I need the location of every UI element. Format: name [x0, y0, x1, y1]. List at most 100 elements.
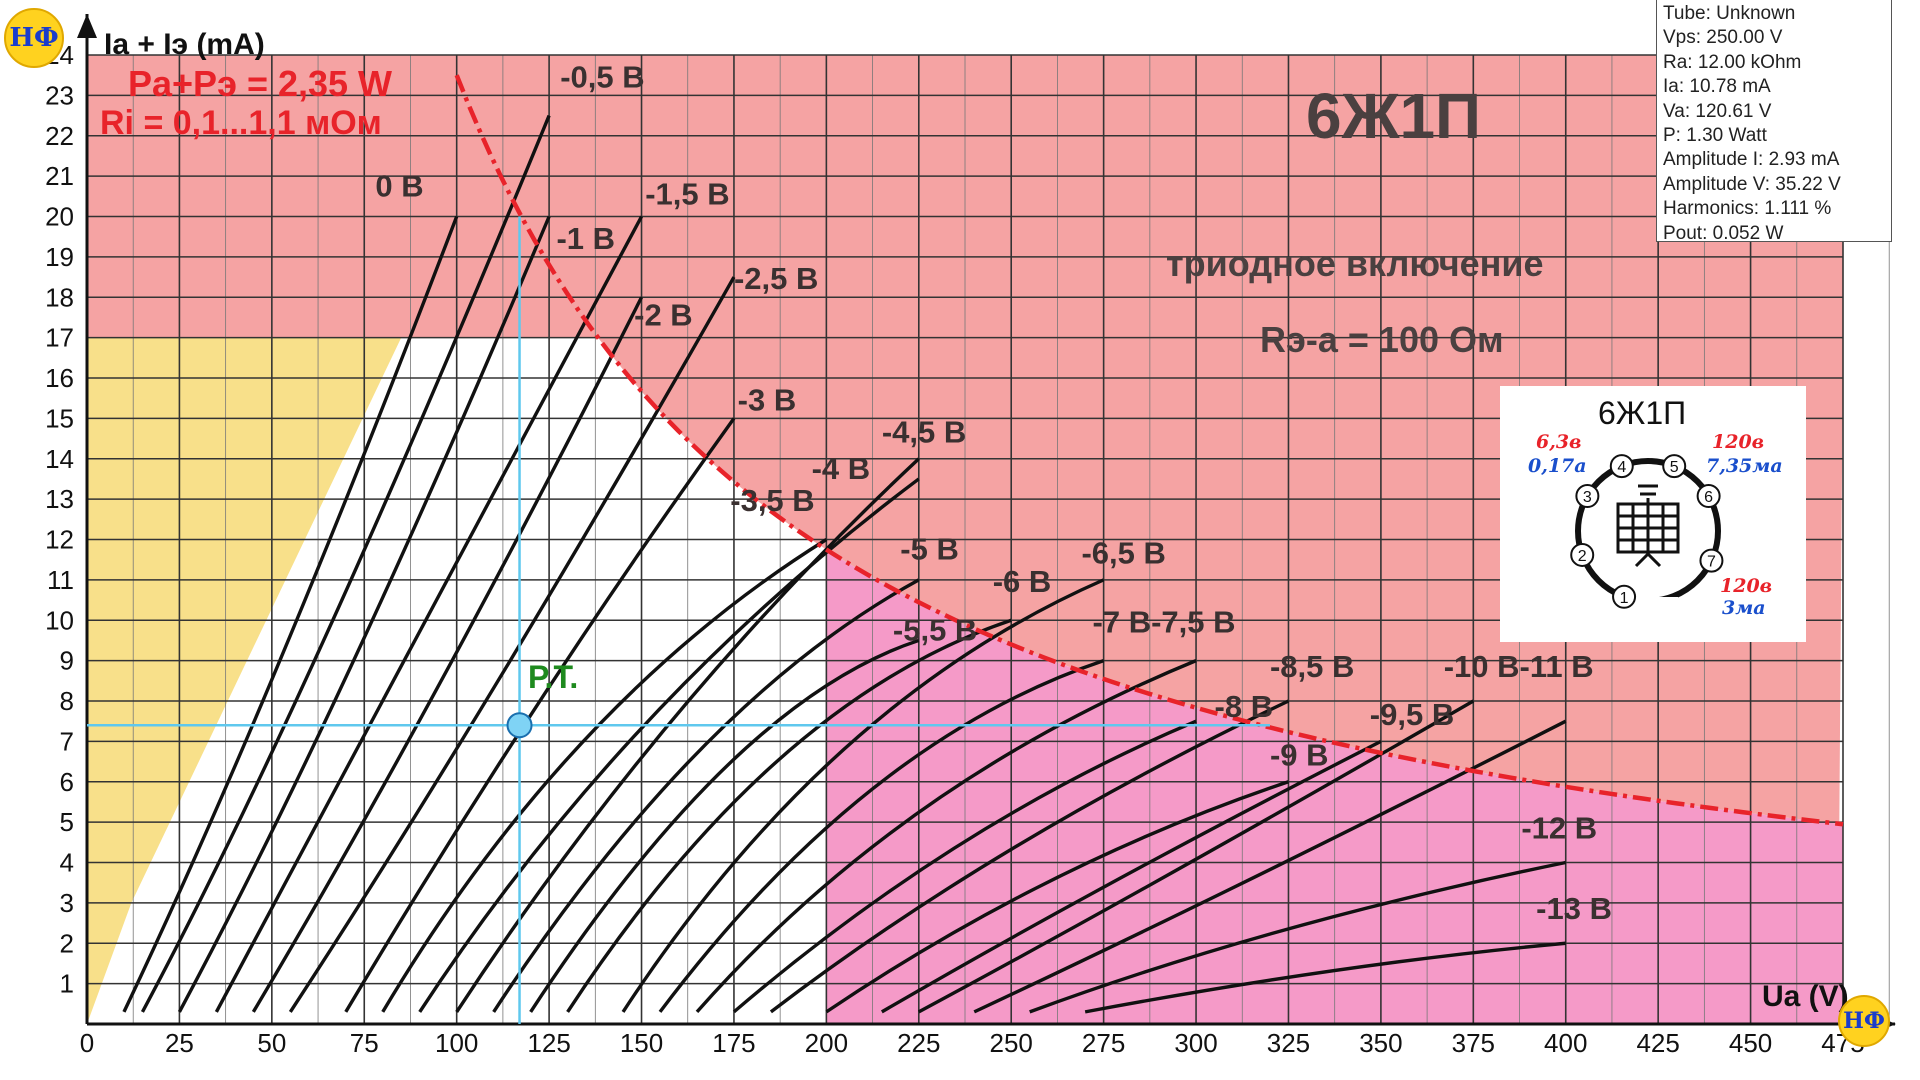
power-limit-curve [454, 74, 1844, 827]
ri-label: Ri = 0,1...1,1 мОм [100, 104, 382, 142]
x-tick-label: 75 [350, 1028, 379, 1058]
info-amplitude-v: Amplitude V: 35.22 V [1663, 173, 1841, 195]
curve-label: -5 В [900, 532, 959, 567]
curve-label: -9 В [1270, 738, 1329, 773]
x-tick-label: 125 [527, 1028, 570, 1058]
x-tick-label: 175 [712, 1028, 755, 1058]
pinout-title: 6Ж1П [1598, 395, 1686, 431]
logo-text: НФ [9, 23, 59, 53]
x-tick-label: 100 [435, 1028, 478, 1058]
tube-title: 6Ж1П [1306, 80, 1481, 152]
grid-curve [251, 296, 644, 1013]
nf-logo-top: НФ [4, 8, 64, 68]
curve-label: -9,5 В [1370, 697, 1454, 732]
grid-curve [177, 215, 551, 1013]
heater-current: 0,17а [1528, 455, 1587, 477]
y-tick-label: 9 [60, 646, 74, 676]
pin-label: 7 [1707, 554, 1716, 571]
y-tick-label: 17 [45, 323, 74, 353]
y-tick-label: 18 [45, 282, 74, 312]
y-axis-arrow [77, 14, 97, 38]
pin-markers: 1 2 3 4 5 6 7 [1570, 454, 1724, 609]
operating-point [87, 216, 1270, 1024]
tube-pinout-diagram: 6Ж1П 6,3в 0,17а 120в 7,35ма 120в 3ма 1 2 3… [1500, 386, 1806, 642]
pin-marker [1612, 584, 1637, 609]
info-harmonics: Harmonics: 1.111 % [1663, 198, 1832, 220]
y-tick-label: 4 [60, 848, 74, 878]
x-tick-label: 0 [80, 1028, 94, 1058]
x-tick-label: 350 [1359, 1028, 1402, 1058]
x-tick-label: 250 [990, 1028, 1033, 1058]
x-axis-label: Ua (V) [1762, 980, 1849, 1013]
grid-curve [455, 457, 920, 1013]
grid-curve [621, 578, 1105, 1013]
y-tick-label: 16 [45, 363, 74, 393]
curve-label: -1 В [556, 221, 615, 256]
curve-label: -4,5 В [882, 415, 966, 450]
pin-label: 2 [1578, 548, 1587, 565]
pin-marker [1609, 454, 1634, 479]
logo-text-bottom: НФ [1843, 1008, 1885, 1034]
power-label: Pa+Pэ = 2,35 W [128, 63, 392, 104]
grid-curve [214, 215, 644, 1013]
info-amplitude-i: Amplitude I: 2.93 mA [1663, 149, 1840, 171]
curve-label: -6 В [993, 564, 1052, 599]
info-power: P: 1.30 Watt [1663, 125, 1767, 147]
curve-label: -13 В [1536, 891, 1612, 926]
x-tick-label: 425 [1636, 1028, 1679, 1058]
screen-current: 3ма [1722, 597, 1766, 619]
grid-voltage-curves [122, 114, 1567, 1014]
pin-label: 4 [1617, 459, 1626, 476]
y-tick-label: 12 [45, 525, 74, 555]
curve-label: -3 В [738, 382, 797, 417]
curve-label: -4 В [812, 451, 871, 486]
curve-label: -8,5 В [1270, 649, 1354, 684]
pin-marker [1570, 542, 1595, 567]
info-tube: Tube: Unknown [1663, 3, 1796, 24]
y-tick-label: 5 [60, 807, 74, 837]
chart-subtitle: триодное включение [1166, 243, 1544, 284]
chart-annotations: Ia + Iэ (mA) Ua (V) Pa+Pэ = 2,35 W Ri = … [100, 28, 1849, 1013]
y-tick-label: 21 [45, 161, 74, 191]
pin-marker [1575, 484, 1600, 508]
pin-label: 1 [1620, 590, 1629, 607]
curve-label: -6,5 В [1081, 536, 1165, 571]
x-tick-label: 225 [897, 1028, 940, 1058]
curve-label: -8 В [1215, 689, 1274, 724]
y-tick-label: 7 [60, 726, 74, 756]
screen-voltage: 120в [1720, 575, 1772, 597]
tick-labels: 0 25 50 75 100 125 150 175 200 225 250 275 300 325 350… [45, 40, 1865, 1058]
grid-curve [732, 719, 1197, 1014]
x-tick-label: 275 [1082, 1028, 1125, 1058]
nf-logo-bottom: НФ [1838, 995, 1890, 1047]
curve-label: 0 В [375, 168, 423, 203]
grid-curve [288, 276, 736, 1013]
x-tick-label: 150 [620, 1028, 663, 1058]
curve-label: -1,5 В [645, 176, 729, 211]
x-tick-label: 300 [1174, 1028, 1217, 1058]
grid-curve [418, 477, 920, 1013]
x-tick-label: 375 [1452, 1028, 1495, 1058]
grid-curve [122, 215, 459, 1013]
tube-base-icon [1575, 458, 1721, 607]
pin-label: 3 [1583, 489, 1592, 506]
info-ra: Ra: 12.00 kOhm [1663, 51, 1802, 73]
grid-curve [917, 699, 1475, 1014]
curve-label: -12 В [1521, 810, 1597, 845]
y-tick-label: 11 [47, 565, 74, 595]
y-tick-label: 22 [45, 121, 74, 151]
info-va: Va: 120.61 V [1663, 100, 1772, 122]
grid-curve [492, 578, 920, 1013]
curve-label: -7 В-7,5 В [1093, 604, 1236, 639]
y-tick-label: 10 [45, 605, 74, 635]
y-tick-label: 1 [60, 969, 74, 999]
resistance-note: Rэ-а = 100 Ом [1260, 319, 1504, 360]
curve-label: -10 В-11 В [1444, 649, 1594, 684]
grid-curve [825, 780, 1290, 1014]
curve-label: -2 В [634, 298, 693, 333]
y-tick-label: 14 [45, 444, 74, 474]
grid-curve [973, 719, 1567, 1014]
operating-point-label: Р.Т. [528, 659, 578, 695]
info-ia: Ia: 10.78 mA [1663, 76, 1771, 98]
grid-curve [566, 618, 1012, 1013]
